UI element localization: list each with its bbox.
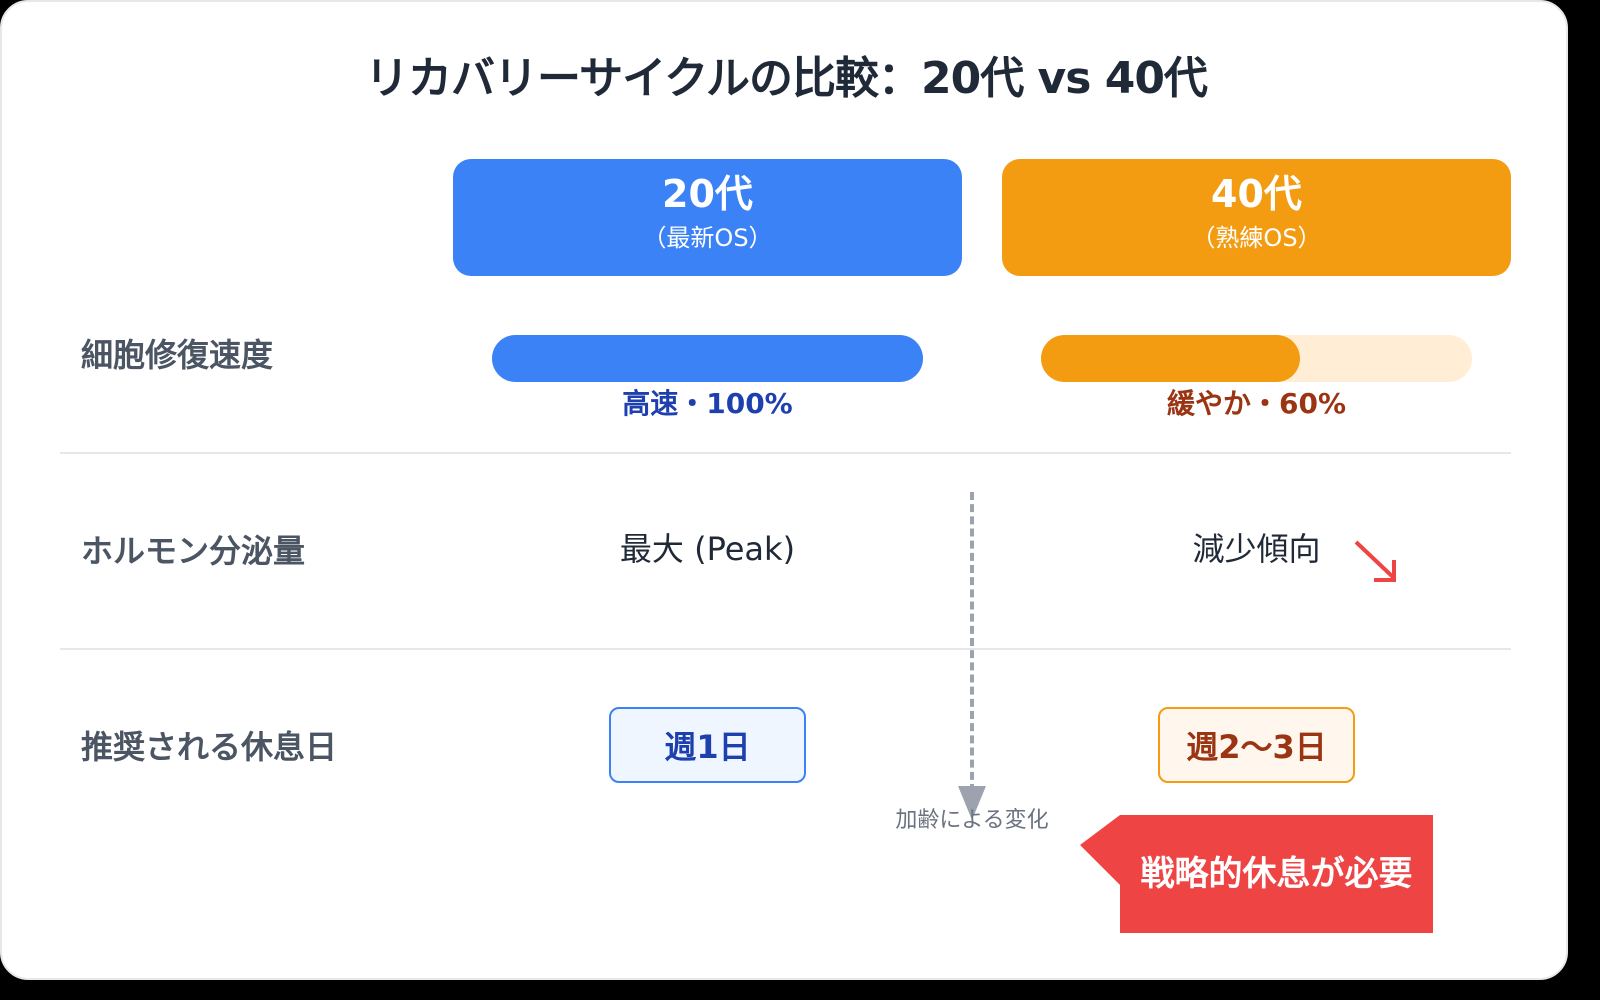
column-header-20s: 20代 （最新OS）	[453, 159, 962, 276]
rest-days-badge-40s: 週2〜3日	[1158, 707, 1355, 783]
aging-dashed-line	[970, 492, 974, 792]
row-label-rest-days: 推奨される休息日	[81, 728, 338, 766]
column-header-40s: 40代 （熟練OS）	[1002, 159, 1511, 276]
arrow-down-icon	[958, 786, 986, 820]
arrow-down-right-icon	[1354, 540, 1396, 582]
progress-bar-40s	[1041, 335, 1472, 382]
progress-fill-20s	[492, 335, 923, 382]
hormone-value-40s: 減少傾向	[1192, 530, 1321, 568]
hormone-value-20s: 最大 (Peak)	[619, 530, 796, 568]
aging-label: 加齢による変化	[895, 808, 1049, 833]
page-title: リカバリーサイクルの比較：20代 vs 40代	[365, 53, 1208, 104]
comparison-card: リカバリーサイクルの比較：20代 vs 40代 20代 （最新OS） 40代 （…	[0, 0, 1568, 980]
progress-bar-20s	[492, 335, 923, 382]
callout-shape	[1080, 815, 1433, 933]
row-divider	[60, 648, 1511, 650]
row-divider	[60, 452, 1511, 454]
callout-strategic-rest: 戦略的休息が必要	[1080, 815, 1433, 933]
column-subtitle: （熟練OS）	[1191, 224, 1322, 252]
progress-label-40s: 緩やか・60%	[1166, 387, 1347, 420]
rest-days-badge-20s: 週1日	[609, 707, 806, 783]
callout-text: 戦略的休息が必要	[1140, 854, 1413, 894]
row-label-repair-speed: 細胞修復速度	[81, 336, 274, 374]
row-label-hormone: ホルモン分泌量	[81, 532, 306, 570]
progress-fill-40s	[1041, 335, 1300, 382]
column-subtitle: （最新OS）	[642, 224, 773, 252]
progress-label-20s: 高速・100%	[622, 387, 793, 420]
column-age: 40代	[1211, 172, 1302, 216]
column-age: 20代	[662, 172, 753, 216]
